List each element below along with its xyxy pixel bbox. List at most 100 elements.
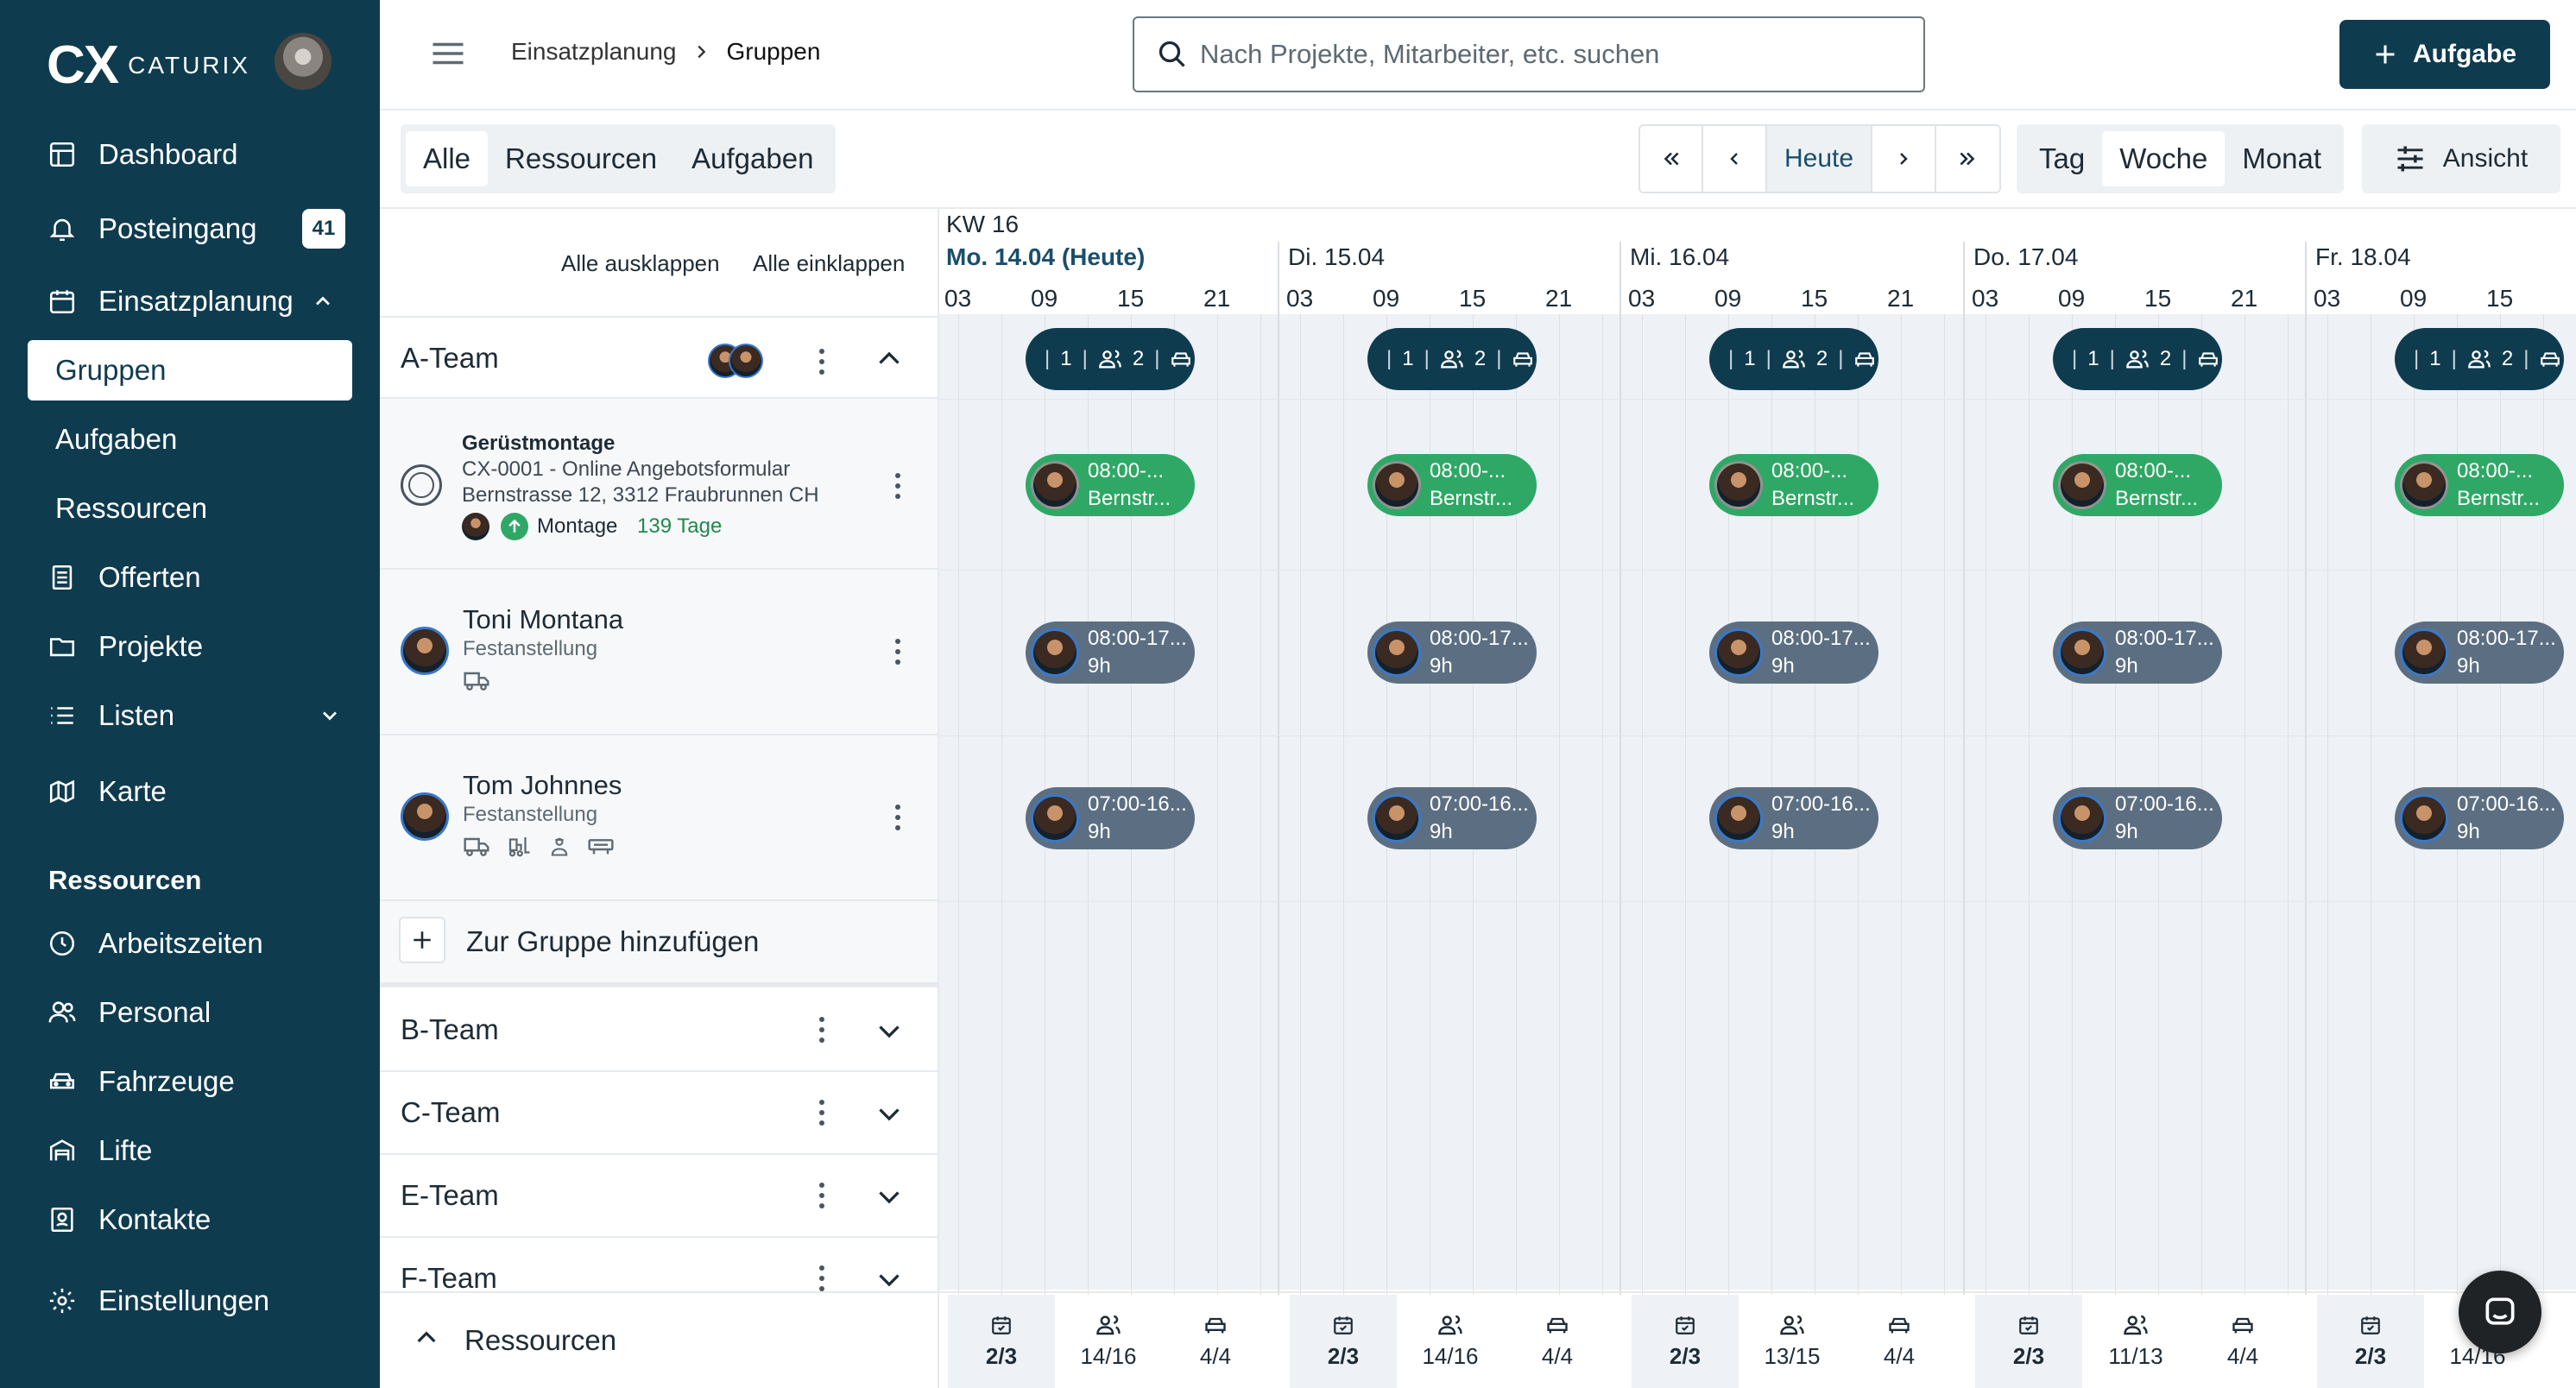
more-vertical-icon[interactable] (818, 1017, 825, 1043)
day-capacity-footer: 2/3 13/15 4/4 (1632, 1295, 1956, 1388)
search-input[interactable]: Nach Projekte, Mitarbeiter, etc. suchen (1133, 16, 1925, 92)
person-role: Festanstellung (463, 803, 598, 826)
sidebar-item-personal[interactable]: Personal (28, 982, 352, 1043)
group-row-f-team[interactable]: F-Team (380, 1238, 938, 1295)
collapse-all-link[interactable]: Alle einklappen (753, 250, 906, 276)
sidebar-item-arbeitszeiten[interactable]: Arbeitszeiten (28, 913, 352, 974)
add-task-label: Aufgabe (2413, 40, 2516, 68)
capacity-value: 14/16 (1422, 1342, 1479, 1369)
chevron-down-icon[interactable] (874, 1015, 905, 1046)
capacity-value: 14/16 (1080, 1342, 1137, 1369)
breadcrumb-item[interactable]: Einsatzplanung (511, 38, 677, 65)
view-woche[interactable]: Woche (2102, 131, 2226, 186)
sidebar-item-fahrzeuge[interactable]: Fahrzeuge (28, 1051, 352, 1112)
view-tag[interactable]: Tag (2039, 142, 2086, 174)
toolbar-divider (380, 207, 2576, 209)
tab-alle[interactable]: Alle (406, 131, 489, 186)
plus-button[interactable] (399, 917, 445, 963)
more-vertical-icon[interactable] (818, 1100, 825, 1126)
bell-icon (38, 205, 86, 253)
more-vertical-icon[interactable] (818, 1265, 825, 1291)
double-chevron-left-icon (1664, 152, 1679, 166)
more-vertical-icon[interactable] (894, 473, 901, 499)
person-skills (463, 834, 615, 858)
today-button[interactable]: Heute (1766, 126, 1873, 192)
sidebar-label: Personal (98, 996, 212, 1028)
last-page-button[interactable] (1936, 126, 1999, 192)
sidebar-label: Dashboard (98, 138, 238, 170)
day-header[interactable]: Fr. 18.04 (2315, 243, 2411, 270)
sidebar-label: Gruppen (55, 354, 167, 386)
contacts-icon (38, 1196, 86, 1244)
chevron-up-icon[interactable] (874, 344, 905, 375)
sidebar-item-projekte[interactable]: Projekte (28, 616, 352, 677)
more-vertical-icon[interactable] (894, 804, 901, 830)
sidebar-item-gruppen[interactable]: Gruppen (28, 340, 352, 401)
chevron-down-icon[interactable] (874, 1098, 905, 1129)
task-row[interactable]: Gerüstmontage CX-0001 - Online Angebotsf… (380, 399, 938, 570)
more-vertical-icon[interactable] (818, 349, 825, 375)
capacity-cell: 2/3 (2317, 1295, 2424, 1388)
sidebar-item-aufgaben[interactable]: Aufgaben (28, 409, 352, 470)
prev-button[interactable] (1703, 126, 1767, 192)
breadcrumb: Einsatzplanung Gruppen (511, 38, 820, 66)
more-vertical-icon[interactable] (894, 639, 901, 665)
next-button[interactable] (1872, 126, 1936, 192)
day-header[interactable]: Mo. 14.04 (Heute) (946, 243, 1146, 270)
add-to-group-row[interactable]: Zur Gruppe hinzufügen (380, 901, 938, 987)
sidebar-item-einstellungen[interactable]: Einstellungen (28, 1271, 352, 1331)
group-name: F-Team (401, 1262, 497, 1294)
task-address: Bernstrasse 12, 3312 Fraubrunnen CH (462, 483, 819, 507)
ansicht-button[interactable]: Ansicht (2362, 124, 2560, 193)
people-icon (2123, 1314, 2149, 1336)
hour-label: 15 (2486, 285, 2514, 312)
expand-all-link[interactable]: Alle ausklappen (561, 250, 720, 276)
group-row-a-team[interactable]: A-Team (380, 316, 938, 399)
logo[interactable]: CX CATURIX (47, 35, 250, 96)
left-panel-border (938, 207, 939, 1388)
hour-label: 09 (1373, 285, 1400, 312)
car-icon (1203, 1314, 1228, 1336)
resources-toggle[interactable]: Ressourcen (380, 1291, 938, 1388)
day-header[interactable]: Do. 17.04 (1973, 243, 2079, 270)
sidebar: CX CATURIX Dashboard Posteingang 41 Eins… (0, 0, 380, 1388)
member-avatar (729, 344, 763, 378)
add-task-button[interactable]: Aufgabe (2339, 20, 2550, 89)
chat-button[interactable] (2459, 1271, 2541, 1353)
more-vertical-icon[interactable] (818, 1183, 825, 1208)
capacity-value: 4/4 (2226, 1342, 2259, 1369)
sidebar-item-dashboard[interactable]: Dashboard (28, 124, 352, 185)
tab-ressourcen[interactable]: Ressourcen (505, 142, 658, 174)
group-row-e-team[interactable]: E-Team (380, 1155, 938, 1238)
group-row-b-team[interactable]: B-Team (380, 989, 938, 1072)
gear-icon (38, 1277, 86, 1325)
sidebar-item-einsatzplanung[interactable]: Einsatzplanung (28, 271, 352, 331)
car-icon (1887, 1314, 1911, 1336)
sidebar-item-karte[interactable]: Karte (28, 761, 352, 822)
car-icon (1545, 1314, 1569, 1336)
menu-icon[interactable] (430, 38, 466, 69)
sidebar-item-posteingang[interactable]: Posteingang 41 (28, 199, 352, 259)
view-monat[interactable]: Monat (2242, 142, 2322, 174)
resource-row[interactable]: Tom Johnnes Festanstellung (380, 735, 938, 901)
capacity-cell: 2/3 (1975, 1295, 2082, 1388)
user-avatar[interactable] (275, 33, 331, 90)
status-circle-icon[interactable] (401, 464, 442, 506)
capacity-cell: 4/4 (1162, 1295, 1269, 1388)
tab-aufgaben[interactable]: Aufgaben (691, 142, 814, 174)
worker-icon (547, 834, 571, 858)
group-row-c-team[interactable]: C-Team (380, 1072, 938, 1155)
sidebar-item-offerten[interactable]: Offerten (28, 547, 352, 608)
first-page-button[interactable] (1640, 126, 1704, 192)
resource-row[interactable]: Toni Montana Festanstellung (380, 570, 938, 735)
day-header[interactable]: Di. 15.04 (1288, 243, 1386, 270)
chevron-down-icon[interactable] (874, 1181, 905, 1212)
sidebar-item-lifte[interactable]: Lifte (28, 1120, 352, 1181)
sidebar-item-listen[interactable]: Listen (28, 685, 352, 746)
sidebar-label: Karte (98, 775, 167, 807)
chevron-down-icon[interactable] (874, 1264, 905, 1295)
sidebar-item-ressourcen[interactable]: Ressourcen (28, 478, 352, 539)
sidebar-item-kontakte[interactable]: Kontakte (28, 1189, 352, 1250)
car-icon (38, 1057, 86, 1106)
day-header[interactable]: Mi. 16.04 (1630, 243, 1730, 270)
